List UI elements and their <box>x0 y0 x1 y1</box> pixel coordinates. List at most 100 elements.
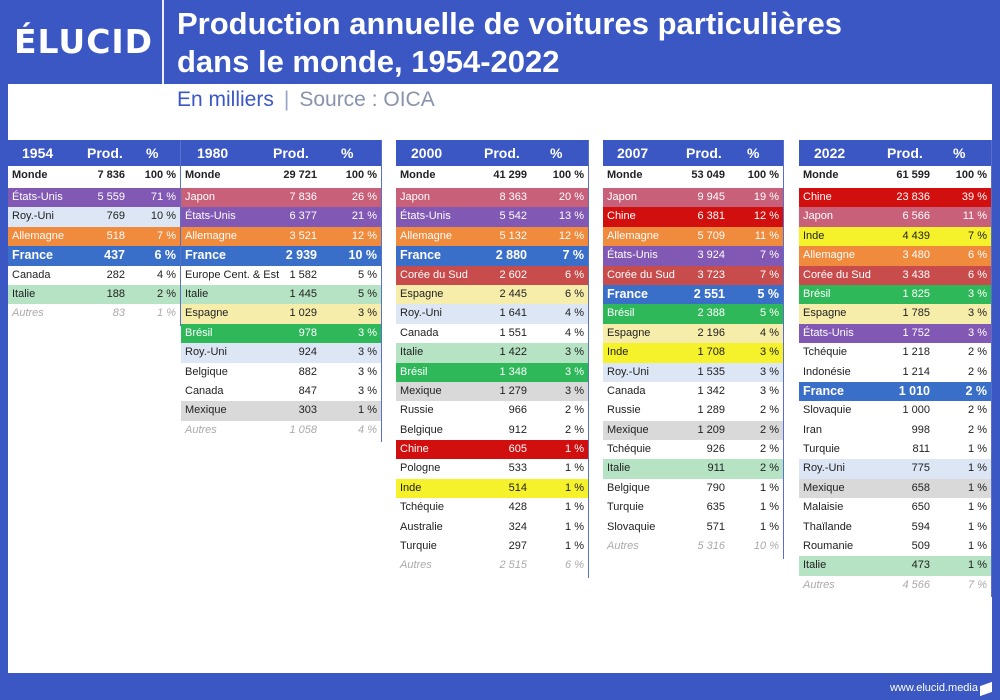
country-cell: Roy.-Uni <box>803 462 845 475</box>
country-cell: Brésil <box>803 287 831 300</box>
country-cell: Autres <box>12 307 44 320</box>
production-cell: 775 <box>911 462 930 475</box>
percent-cell: 5 % <box>757 286 779 301</box>
production-cell: 5 316 <box>697 540 725 553</box>
percent-cell: 2 % <box>760 404 779 417</box>
production-cell: 1 279 <box>499 384 527 397</box>
production-cell: 6 381 <box>697 210 725 223</box>
percent-cell: 3 % <box>760 346 779 359</box>
production-cell: 605 <box>508 443 527 456</box>
subtitle-unit: En milliers <box>177 88 274 111</box>
country-cell: Canada <box>12 268 51 281</box>
production-cell: 847 <box>298 384 317 397</box>
table-row: Brésil 978 3 % <box>181 323 381 344</box>
table-header: 1954 Prod.% <box>8 140 180 166</box>
country-cell: États-Unis <box>12 191 63 203</box>
footer-url[interactable]: www.elucid.media <box>889 682 978 694</box>
percent-cell: 3 % <box>358 365 377 378</box>
production-cell: 6 566 <box>902 210 930 223</box>
country-cell: Espagne <box>803 307 847 320</box>
table-row: Espagne 1 785 3 % <box>799 304 991 324</box>
country-cell: Monde <box>12 169 48 181</box>
percent-cell: 13 % <box>558 210 584 223</box>
table-row: Canada 1 342 3 % <box>603 382 783 401</box>
country-cell: France <box>803 383 844 398</box>
header-year: 2022 <box>814 145 846 161</box>
percent-cell: 10 % <box>753 540 779 553</box>
country-cell: Roy.-Uni <box>400 307 442 320</box>
percent-cell: 1 % <box>565 481 584 494</box>
country-cell: Italie <box>803 559 827 572</box>
table-1980: 1980 Prod.% Monde 29 721 100 % Japon 7 836 26 %… <box>181 140 381 440</box>
table-row: Inde 4 439 7 % <box>799 226 991 247</box>
percent-cell: 3 % <box>760 365 779 378</box>
table-row: Corée du Sud 2 602 6 % <box>396 265 588 285</box>
table-header: 2000 Prod.% <box>396 140 588 166</box>
production-cell: 1 825 <box>902 287 930 300</box>
percent-cell: 6 % <box>565 287 584 300</box>
percent-cell: 4 % <box>565 326 584 339</box>
production-cell: 790 <box>706 481 725 494</box>
country-cell: Inde <box>400 481 422 494</box>
percent-cell: 2 % <box>565 423 584 436</box>
country-cell: Mexique <box>607 423 649 436</box>
production-cell: 2 388 <box>697 307 725 320</box>
country-cell: Europe Cent. & Est <box>185 268 280 281</box>
country-cell: Roy.-Uni <box>185 346 227 359</box>
production-cell: 518 <box>106 229 125 242</box>
table-row: Iran 998 2 % <box>799 421 991 440</box>
production-cell: 911 <box>707 462 725 475</box>
percent-cell: 39 % <box>961 191 987 203</box>
country-cell: Canada <box>400 326 439 339</box>
country-cell: Tchéquie <box>607 443 652 456</box>
percent-cell: 1 % <box>565 540 584 553</box>
production-cell: 533 <box>508 462 527 475</box>
percent-cell: 10 % <box>150 210 176 223</box>
header-percent: % <box>341 145 354 161</box>
country-cell: Russie <box>400 404 434 417</box>
percent-cell: 3 % <box>358 346 377 359</box>
country-cell: Allemagne <box>185 229 237 242</box>
table-row: Monde 41 299 100 % <box>396 166 588 188</box>
production-cell: 1 582 <box>289 268 317 281</box>
production-cell: 1 708 <box>697 346 725 359</box>
production-cell: 4 566 <box>902 578 930 591</box>
country-cell: Japon <box>400 191 430 203</box>
percent-cell: 5 % <box>760 307 779 320</box>
table-row: Allemagne 3 480 6 % <box>799 246 991 266</box>
country-cell: Brésil <box>185 326 213 339</box>
production-cell: 3 723 <box>697 268 725 281</box>
production-cell: 3 438 <box>902 268 930 281</box>
production-cell: 658 <box>911 481 930 494</box>
table-row: Roy.-Uni 769 10 % <box>8 207 180 227</box>
country-cell: Autres <box>803 578 835 591</box>
table-row: Tchéquie 428 1 % <box>396 498 588 517</box>
header-percent: % <box>747 145 760 161</box>
percent-cell: 2 % <box>565 404 584 417</box>
percent-cell: 4 % <box>358 423 377 436</box>
production-cell: 509 <box>911 540 930 553</box>
percent-cell: 3 % <box>358 326 377 339</box>
percent-cell: 2 % <box>760 443 779 456</box>
percent-cell: 1 % <box>968 520 987 533</box>
production-cell: 23 836 <box>896 191 930 203</box>
percent-cell: 4 % <box>157 268 176 281</box>
production-cell: 4 439 <box>902 229 930 242</box>
table-row: France 2 880 7 % <box>396 246 588 266</box>
percent-cell: 3 % <box>565 365 584 378</box>
percent-cell: 19 % <box>753 191 779 203</box>
table-row: Brésil 2 388 5 % <box>603 304 783 324</box>
percent-cell: 2 % <box>968 365 987 378</box>
country-cell: Turquie <box>607 501 644 514</box>
table-row: Australie 324 1 % <box>396 518 588 537</box>
header-percent: % <box>146 145 159 161</box>
percent-cell: 2 % <box>157 287 176 300</box>
table-row: Autres 83 1 % <box>8 304 180 323</box>
country-cell: Chine <box>400 443 429 456</box>
subtitle-separator: | <box>283 88 290 111</box>
table-2022: 2022 Prod.% Monde 61 599 100 % Chine 23 836 39 … <box>799 140 991 595</box>
country-cell: Espagne <box>607 326 651 339</box>
table-row: États-Unis 1 752 3 % <box>799 323 991 344</box>
percent-cell: 1 % <box>760 520 779 533</box>
production-cell: 188 <box>106 287 125 300</box>
